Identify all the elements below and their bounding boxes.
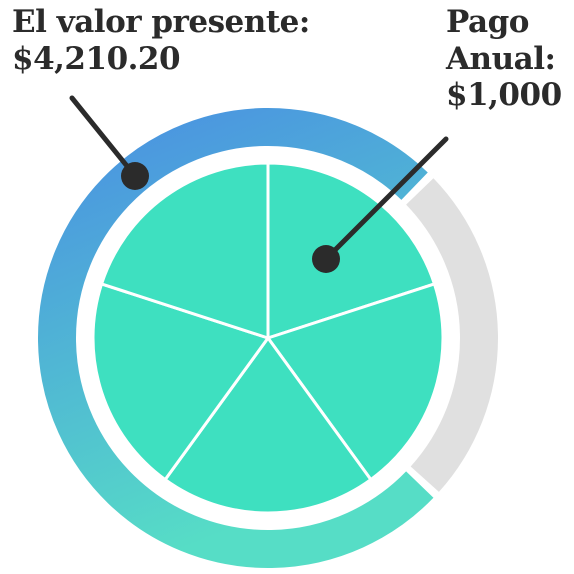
pie-slice-4 xyxy=(91,282,270,482)
remaining-ring-arc xyxy=(405,178,498,492)
annual-payment-amount: $1,000 xyxy=(446,77,562,114)
present-value-label: El valor presente: $4,210.20 xyxy=(12,4,342,77)
present-value-ring-arc xyxy=(38,108,434,568)
present-value-pointer-dot xyxy=(121,162,149,190)
present-value-amount: $4,210.20 xyxy=(12,40,181,77)
pie-slice-3 xyxy=(163,336,373,515)
pie-slice-1 xyxy=(266,161,436,340)
present-value-pointer-line xyxy=(69,95,138,179)
annual-payment-title-line1: Pago xyxy=(446,4,529,40)
annual-payment-title-line2: Anual: xyxy=(446,40,556,77)
present-value-title: El valor presente: xyxy=(12,4,310,40)
pie-slice-5 xyxy=(100,161,270,340)
pie-slice-2 xyxy=(266,282,445,482)
annual-payment-pie xyxy=(81,151,455,525)
annual-payment-label: Pago Anual: $1,000 xyxy=(446,4,570,114)
annual-payment-pointer-dot xyxy=(312,245,340,273)
annual-payment-pointer-line xyxy=(323,136,449,262)
